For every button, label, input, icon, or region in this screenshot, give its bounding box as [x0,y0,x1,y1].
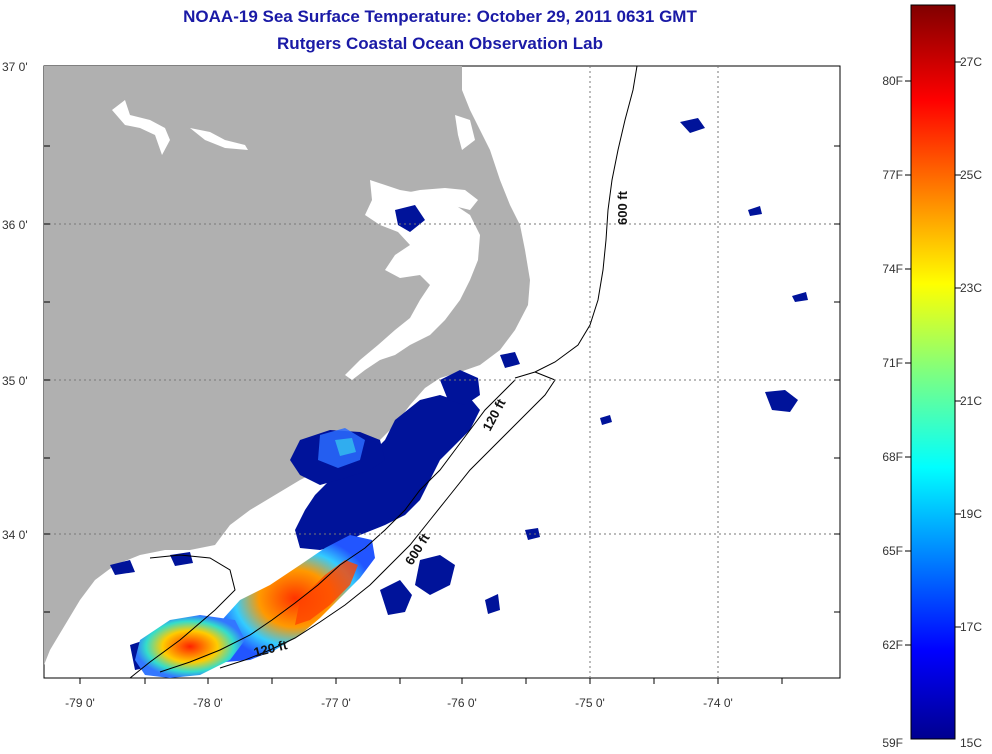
albemarle-water [395,188,478,212]
colorbar-label-80f: 80F [882,74,903,88]
map-grid [44,66,840,678]
inland-river [190,128,248,150]
colorbar-label-23c: 23C [960,281,982,295]
lat-label-34: 34 0' [2,528,28,542]
barrier-islands [468,195,504,348]
warm-filament-core [295,560,358,625]
colorbar-label-17c: 17C [960,620,982,634]
lon-label-76: -76 0' [447,696,477,710]
depth-contours [129,66,638,678]
lon-label-77: -77 0' [321,696,351,710]
lat-label-35: 35 0' [2,374,28,388]
inland-lake [112,100,170,155]
warm-patch-sw [135,615,245,678]
river-mouth [455,115,475,150]
lon-label-75: -75 0' [575,696,605,710]
colorbar-label-65f: 65F [882,544,903,558]
map-subtitle: Rutgers Coastal Ocean Observation Lab [277,34,603,53]
colorbar-label-21c: 21C [960,394,982,408]
colorbar-label-15c: 15C [960,736,982,750]
colorbar-label-25c: 25C [960,168,982,182]
colorbar-label-77f: 77F [882,168,903,182]
colorbar-label-59f: 59F [882,736,903,750]
map-title: NOAA-19 Sea Surface Temperature: October… [183,7,697,26]
lat-label-36: 36 0' [2,218,28,232]
lon-label-79: -79 0' [65,696,95,710]
lon-label-74: -74 0' [703,696,733,710]
lon-label-78: -78 0' [193,696,223,710]
colorbar-label-71f: 71F [882,356,903,370]
warm-filament [215,535,375,662]
sound-water [345,180,480,380]
colorbar-label-27c: 27C [960,55,982,69]
colorbar [910,4,956,740]
contour-label-600ft-north: 600 ft [615,190,630,225]
colorbar-label-68f: 68F [882,450,903,464]
colorbar-label-62f: 62F [882,638,903,652]
colorbar-label-19c: 19C [960,507,982,521]
mixed-patch-cyan [335,438,356,456]
colorbar-ticks [905,61,961,646]
colorbar-label-74f: 74F [882,262,903,276]
axis-ticks [44,145,840,684]
lat-label-37: 37 0' [2,60,28,74]
